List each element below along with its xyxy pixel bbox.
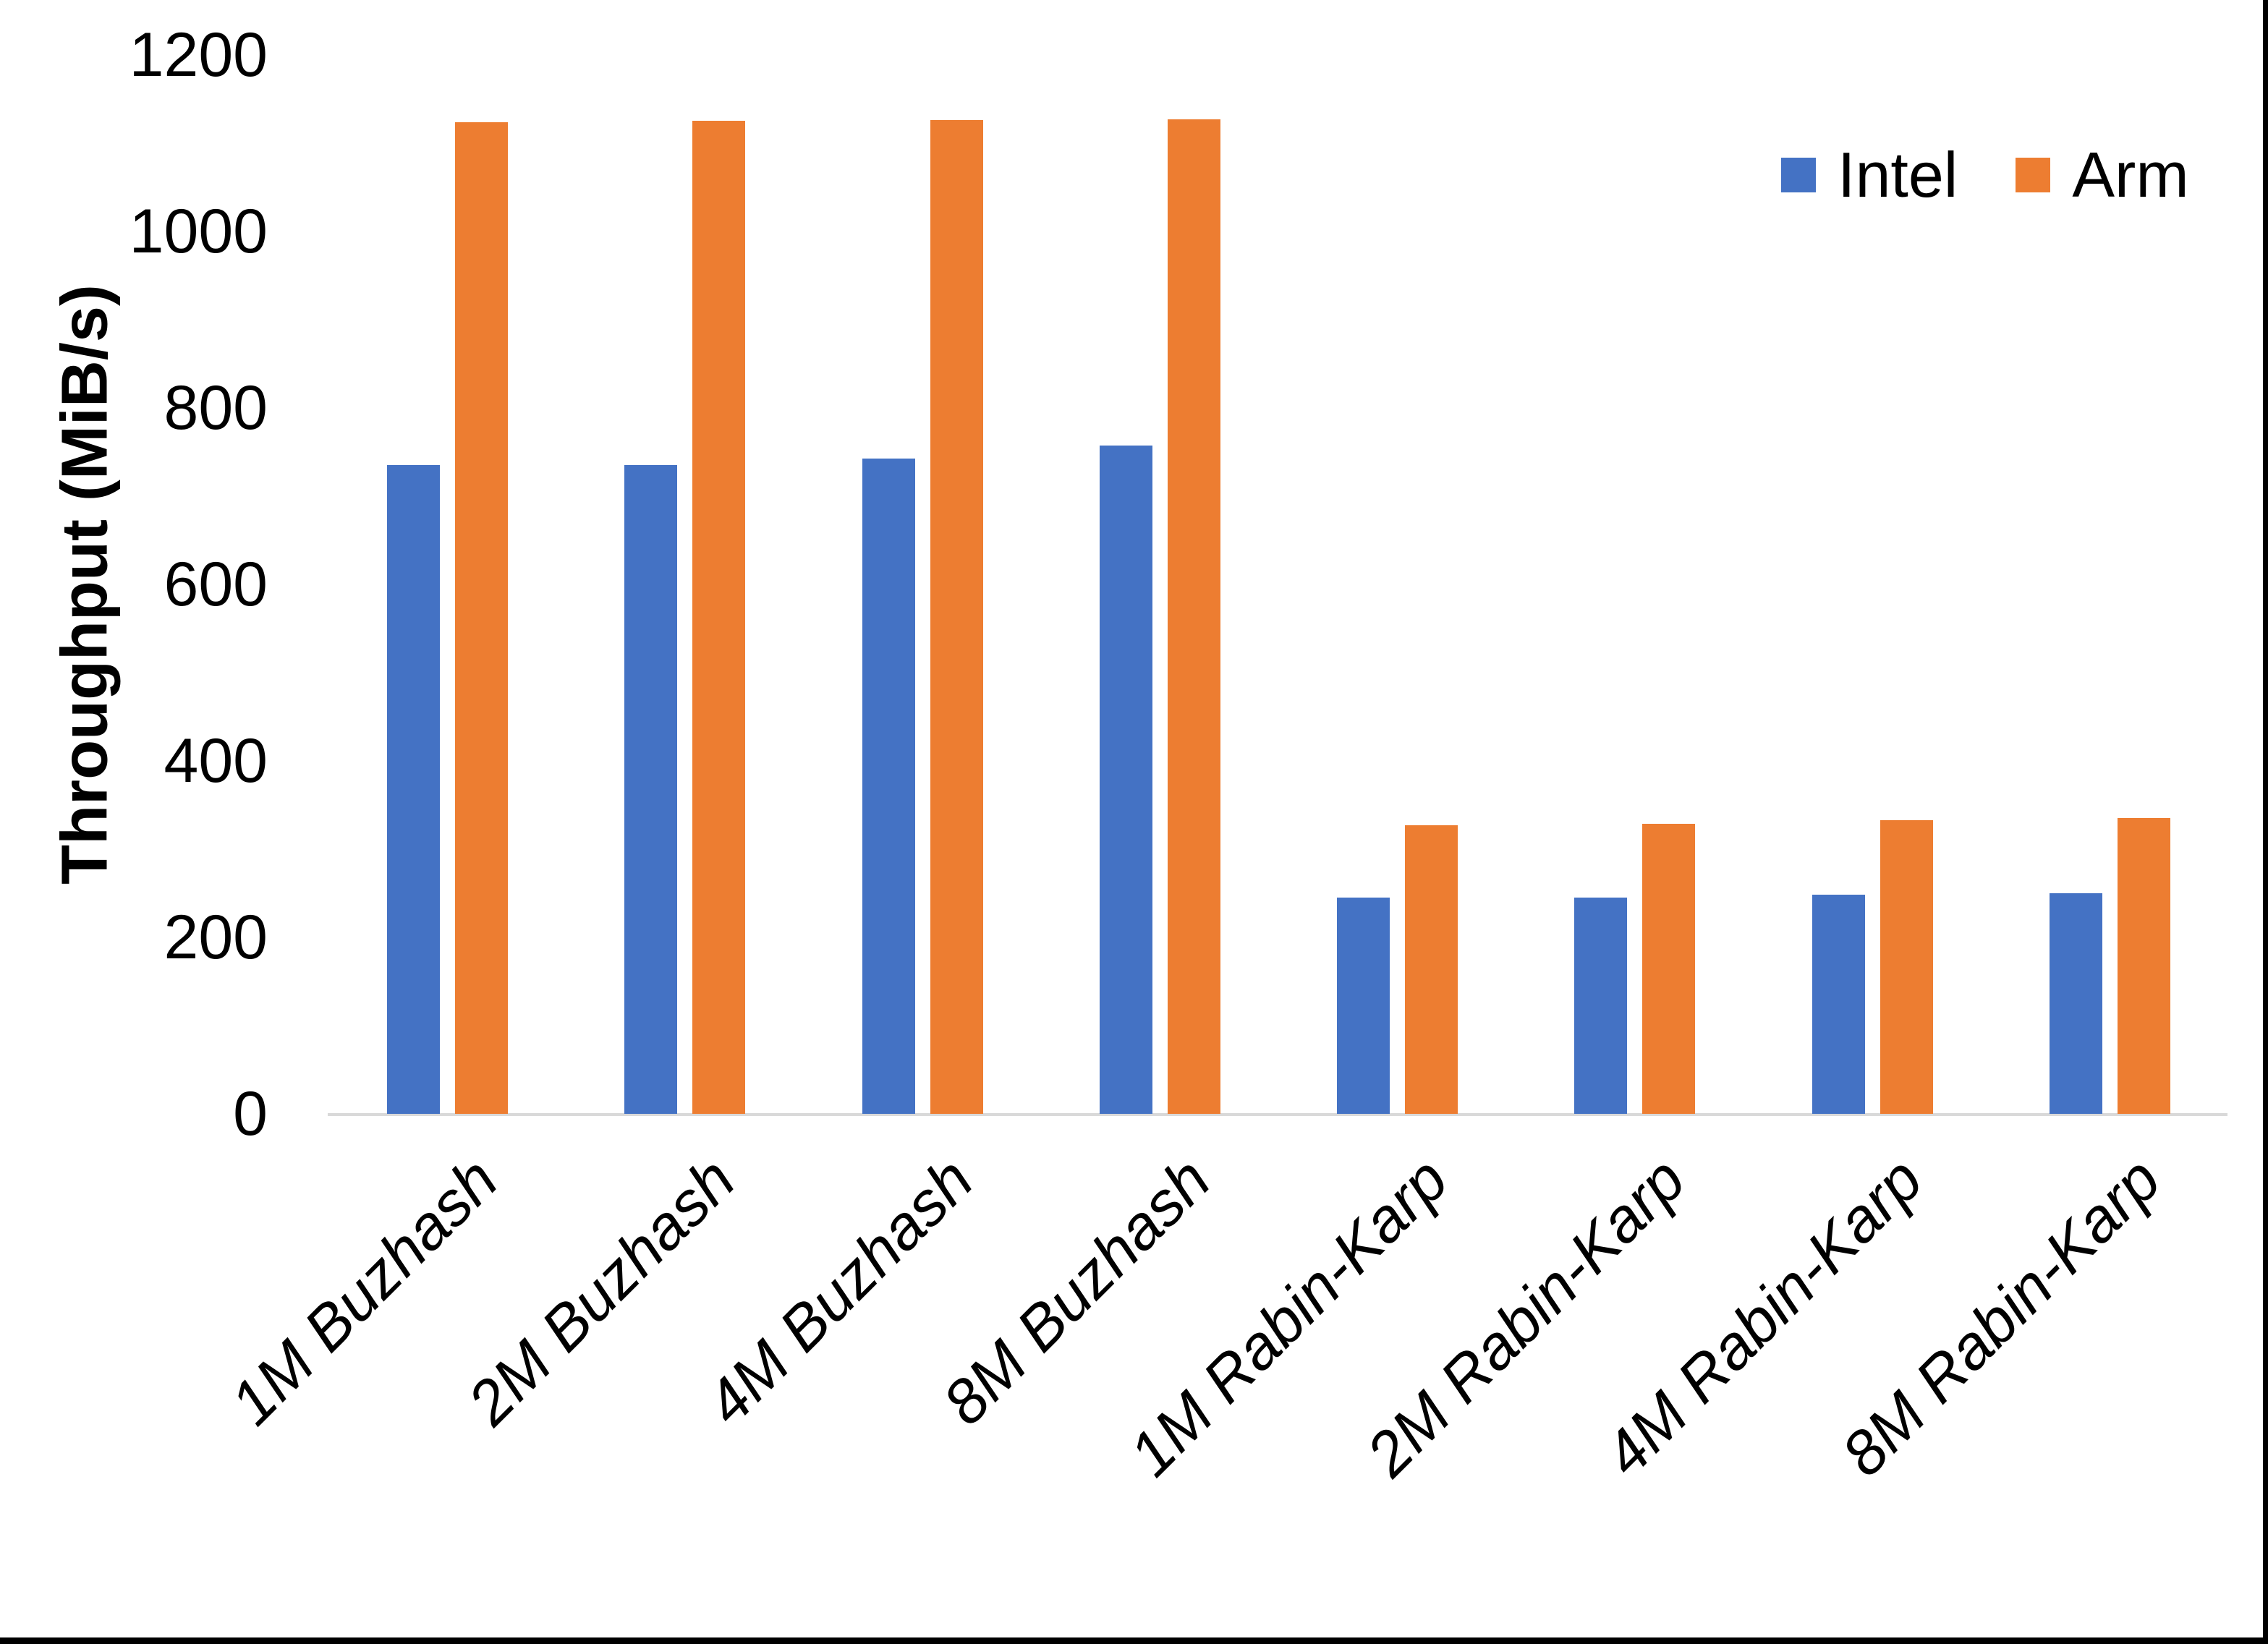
bar-arm-1m-rabin-karp: [1405, 825, 1458, 1114]
y-tick-label-1200: 1200: [129, 20, 268, 90]
y-tick-label-600: 600: [163, 550, 268, 619]
y-tick-label-800: 800: [163, 373, 268, 443]
bar-arm-8m-rabin-karp: [2118, 818, 2170, 1114]
legend: Intel Arm: [1781, 143, 2189, 207]
bar-intel-2m-rabin-karp: [1574, 898, 1627, 1114]
y-tick-label-1000: 1000: [129, 197, 268, 266]
legend-label-arm: Arm: [2072, 139, 2189, 210]
x-axis-line: [328, 1113, 2227, 1116]
bar-intel-1m-rabin-karp: [1337, 898, 1390, 1114]
bar-intel-8m-rabin-karp: [2050, 893, 2102, 1114]
legend-item-arm: Arm: [2016, 139, 2189, 210]
bar-intel-2m-buzhash: [624, 465, 677, 1114]
bar-intel-8m-buzhash: [1100, 446, 1152, 1114]
right-border: [2263, 0, 2268, 1644]
legend-swatch-arm: [2016, 158, 2051, 192]
bar-arm-8m-buzhash: [1168, 119, 1220, 1114]
legend-swatch-intel: [1781, 158, 1816, 192]
y-tick-label-400: 400: [163, 726, 268, 796]
bar-arm-2m-buzhash: [692, 121, 745, 1114]
bar-intel-4m-rabin-karp: [1812, 895, 1865, 1114]
bar-arm-4m-rabin-karp: [1880, 820, 1933, 1114]
bar-intel-4m-buzhash: [862, 459, 915, 1114]
bar-arm-1m-buzhash: [455, 122, 508, 1114]
bar-intel-1m-buzhash: [387, 465, 440, 1114]
legend-label-intel: Intel: [1838, 139, 1958, 210]
y-tick-label-200: 200: [163, 903, 268, 972]
bar-arm-2m-rabin-karp: [1642, 824, 1695, 1114]
y-tick-label-0: 0: [233, 1079, 268, 1149]
legend-item-intel: Intel: [1781, 143, 1958, 207]
bar-arm-4m-buzhash: [930, 120, 983, 1114]
bottom-border: [0, 1637, 2268, 1644]
